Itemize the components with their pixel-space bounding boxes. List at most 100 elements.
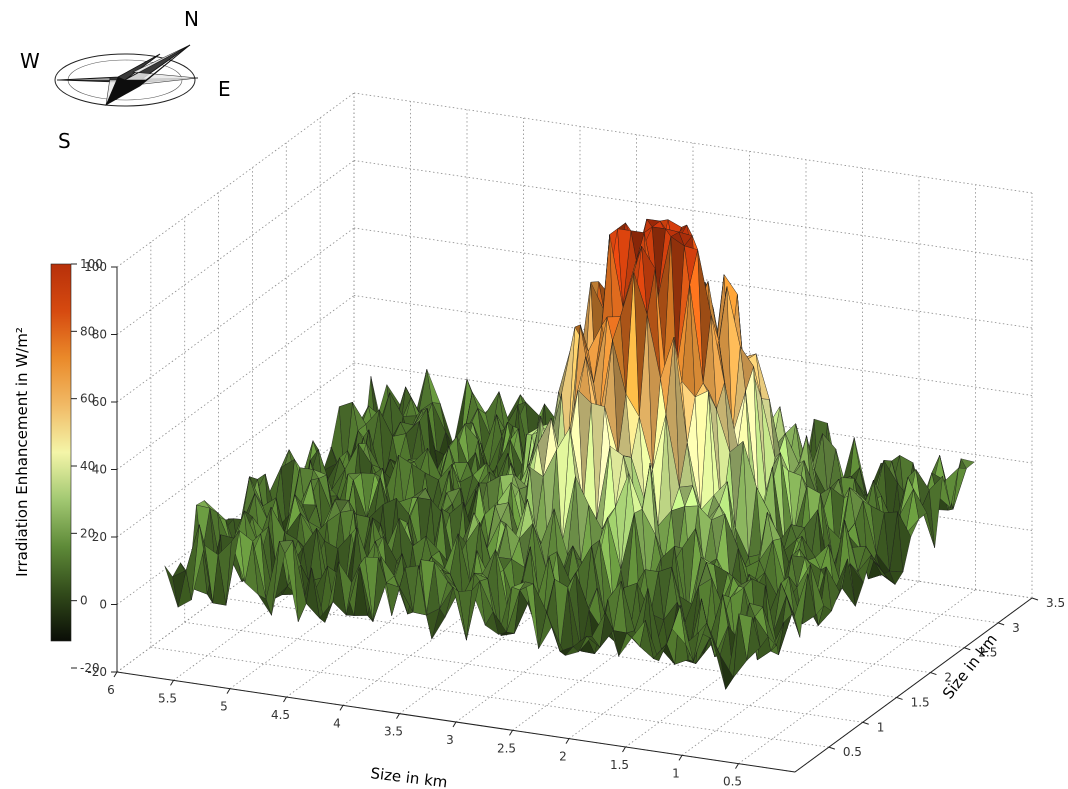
surface-facet <box>607 581 622 631</box>
surface-facet <box>873 560 888 578</box>
surface-facet <box>482 549 496 579</box>
grid-line <box>116 362 355 538</box>
surface-facet <box>854 437 868 496</box>
surface-facet <box>620 513 635 599</box>
z-tick-label: 20 <box>92 530 107 544</box>
surface-facet <box>398 455 412 507</box>
surface-facet <box>844 519 859 572</box>
surface-facet <box>641 508 656 593</box>
z-tick-label: 40 <box>92 463 107 477</box>
surface-facet <box>265 541 280 616</box>
x-tick-label: 0.5 <box>723 775 742 789</box>
surface-facet <box>556 427 571 544</box>
surface-facet <box>713 481 728 506</box>
surface-facet <box>361 472 375 519</box>
surface-facet <box>625 393 640 458</box>
surface-facet <box>778 613 793 655</box>
colorbar-tick-label: 20 <box>80 526 95 540</box>
colorbar-tick-label: 40 <box>80 459 95 473</box>
surface-facet <box>485 391 500 438</box>
surface-facet <box>633 271 648 417</box>
surface-facet <box>303 528 317 582</box>
surface-facet <box>729 441 744 528</box>
surface-facet <box>252 541 267 600</box>
surface-facet <box>199 524 213 604</box>
x-tick-mark <box>565 738 570 744</box>
grid-line <box>116 295 355 470</box>
x-tick-mark <box>396 713 400 719</box>
surface-facet <box>742 441 757 558</box>
surface-facet <box>372 557 387 622</box>
surface-facet <box>526 426 541 436</box>
surface-facet <box>646 314 661 470</box>
surface-facet <box>413 408 428 426</box>
surface-facet <box>554 579 568 652</box>
y-tick-mark <box>997 622 1005 626</box>
surface-facet <box>465 522 480 590</box>
surface-facet <box>334 499 349 513</box>
surface-facet <box>405 420 420 462</box>
y-tick-mark <box>1031 597 1039 601</box>
surface-facet <box>443 436 458 457</box>
y-tick-label: 1 <box>877 720 885 734</box>
y-tick-label: 1.5 <box>911 695 930 709</box>
y-tick-mark <box>964 647 971 651</box>
surface-facet <box>706 622 721 656</box>
surface-facet <box>400 421 415 434</box>
surface-facet <box>682 528 696 619</box>
colorbar-ticks: -20 0 20 40 60 80 100 <box>71 257 103 675</box>
x-tick-mark <box>113 671 118 678</box>
y-axis-ticks: 0.5 1 1.5 2 2.5 3 3.5 <box>828 596 1065 759</box>
surface-facet <box>506 586 520 633</box>
surface-facet <box>670 236 685 370</box>
compass-south: S <box>58 129 71 153</box>
x-tick-label: 5 <box>220 700 228 714</box>
x-axis-title: Size in km <box>370 764 449 789</box>
surface-facet <box>386 582 400 616</box>
surface-facet <box>876 553 890 575</box>
surface-facet <box>767 512 781 541</box>
surface-facet <box>426 608 440 640</box>
surface-facet <box>952 467 967 510</box>
x-tick-mark <box>283 696 287 703</box>
surface-facet <box>353 564 368 616</box>
z-tick-label: 60 <box>92 395 107 409</box>
surface-facet <box>359 556 374 622</box>
surface-facet <box>681 381 696 443</box>
surface-facet <box>466 580 480 641</box>
surface-facet <box>738 578 753 588</box>
surface-facet <box>340 509 354 555</box>
surface-facet <box>818 605 832 626</box>
surface-facet <box>612 340 627 456</box>
surface-facet <box>755 353 770 400</box>
surface-facet <box>759 540 773 573</box>
z-axis-ticks: -20 0 20 40 60 80 100 <box>84 260 117 679</box>
surface-facet <box>472 462 487 483</box>
surface-facet <box>785 433 799 478</box>
surface-facet <box>639 620 654 659</box>
surface-facet <box>212 554 227 606</box>
surface-facet <box>380 556 395 583</box>
surface-facet <box>399 567 414 613</box>
surface-facet <box>394 575 408 615</box>
surface-facet <box>561 326 576 465</box>
z-tick-label: 100 <box>84 260 107 274</box>
surface-facet <box>868 560 882 580</box>
surface-facet <box>225 530 240 606</box>
surface-facet <box>185 524 200 601</box>
surface-facet <box>693 622 707 662</box>
colorbar-tick-label: 100 <box>80 257 103 271</box>
surface-facet <box>500 632 515 636</box>
surface-facet <box>740 346 754 392</box>
surface-facet <box>306 567 320 619</box>
surface-facet <box>653 643 667 661</box>
surface-facet <box>439 586 454 618</box>
surface-facet <box>881 574 896 585</box>
surface-facet <box>791 555 806 588</box>
surface-facet <box>700 556 715 566</box>
surface-facet <box>575 572 590 652</box>
surface-facet <box>830 487 845 560</box>
surface-facet <box>459 474 474 508</box>
surface-facet <box>647 588 662 659</box>
